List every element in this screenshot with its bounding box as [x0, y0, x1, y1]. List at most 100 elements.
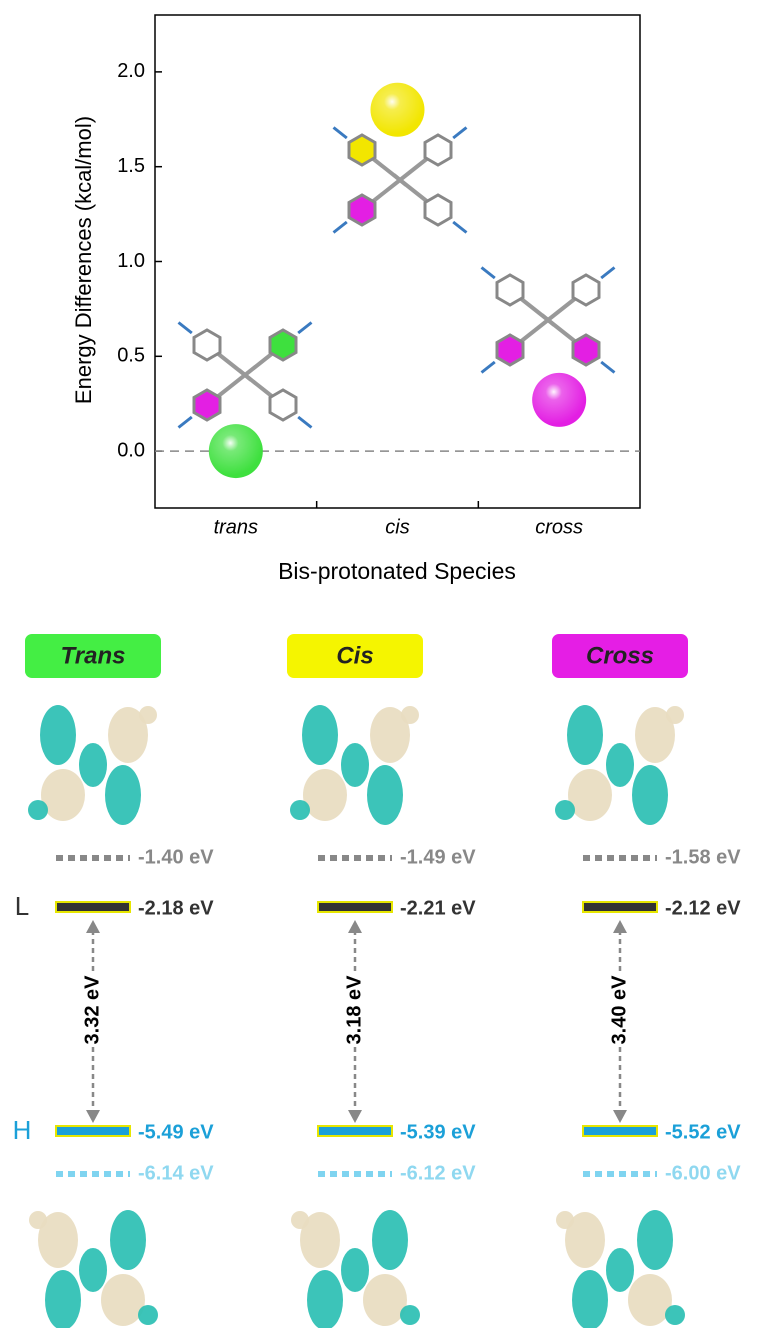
- ring: [349, 195, 375, 225]
- bond: [373, 159, 400, 180]
- lumo-energy: -2.21 eV: [400, 897, 476, 919]
- lumo-level: [318, 902, 392, 912]
- lumo-plus-1-energy: -1.58 eV: [665, 846, 741, 868]
- bond: [601, 362, 614, 373]
- orbital-lobe: [110, 1210, 146, 1270]
- y-tick-label: 1.5: [117, 155, 145, 177]
- highlight: [371, 83, 425, 137]
- orbital-lobe: [556, 1211, 574, 1229]
- arrow-head: [348, 1110, 362, 1123]
- ring: [497, 335, 523, 365]
- arrow-head: [613, 920, 627, 933]
- bond: [179, 417, 192, 428]
- y-tick-label: 0.0: [117, 439, 145, 461]
- panel-title: Trans: [61, 642, 126, 669]
- homo-minus-1-energy: -6.14 eV: [138, 1162, 214, 1184]
- orbital-lobe: [341, 743, 369, 787]
- orbital-lobe: [572, 1270, 608, 1328]
- bond: [482, 362, 495, 373]
- highlight: [532, 373, 586, 427]
- orbital-lobe: [632, 765, 668, 825]
- x-tick-label: cis: [385, 516, 409, 538]
- arrow-head: [348, 920, 362, 933]
- y-tick-label: 0.5: [117, 345, 145, 367]
- bond: [298, 417, 311, 428]
- bond: [334, 222, 347, 233]
- ring: [497, 275, 523, 305]
- bond: [601, 268, 614, 279]
- lumo-energy: -2.12 eV: [665, 897, 741, 919]
- bond: [400, 180, 427, 201]
- bond: [218, 354, 245, 375]
- orbital-lobe: [400, 1305, 420, 1325]
- bond: [179, 323, 192, 334]
- orbital-lobe: [303, 769, 347, 821]
- bond: [334, 128, 347, 139]
- homo-level: [318, 1126, 392, 1136]
- ring: [425, 135, 451, 165]
- bond: [521, 320, 548, 341]
- x-tick-label: cross: [535, 516, 583, 538]
- y-tick-label: 1.0: [117, 250, 145, 272]
- orbital-lobe: [28, 800, 48, 820]
- lumo-plus-1-energy: -1.40 eV: [138, 846, 214, 868]
- highlight: [209, 424, 263, 478]
- bond: [218, 375, 245, 396]
- homo-energy: -5.39 eV: [400, 1121, 476, 1143]
- ring: [270, 390, 296, 420]
- homo-label: H: [13, 1115, 32, 1145]
- x-axis-label: Bis-protonated Species: [278, 558, 516, 584]
- arrow-head: [613, 1110, 627, 1123]
- bond: [453, 222, 466, 233]
- orbital-lobe: [665, 1305, 685, 1325]
- orbital-lobe: [139, 706, 157, 724]
- bond: [400, 159, 427, 180]
- orbital-lobe: [637, 1210, 673, 1270]
- y-axis-label: Energy Differences (kcal/mol): [71, 116, 96, 404]
- homo-energy: -5.49 eV: [138, 1121, 214, 1143]
- orbital-lobe: [138, 1305, 158, 1325]
- orbital-lobe: [79, 1248, 107, 1292]
- orbital-lobe: [628, 1274, 672, 1326]
- lumo-level: [56, 902, 130, 912]
- homo-minus-1-energy: -6.00 eV: [665, 1162, 741, 1184]
- orbital-lobe: [40, 705, 76, 765]
- ring: [425, 195, 451, 225]
- orbital-lobe: [401, 706, 419, 724]
- orbital-lobe: [307, 1270, 343, 1328]
- homo-level: [56, 1126, 130, 1136]
- orbital-lobe: [568, 769, 612, 821]
- orbital-lobe: [41, 769, 85, 821]
- lumo-label: L: [15, 891, 29, 921]
- orbital-lobe: [29, 1211, 47, 1229]
- arrow-head: [86, 920, 100, 933]
- bond: [548, 299, 575, 320]
- bond: [245, 375, 272, 396]
- lumo-energy: -2.18 eV: [138, 897, 214, 919]
- figure: Energy Differences (kcal/mol) Bis-proton…: [0, 0, 770, 1328]
- ring: [573, 335, 599, 365]
- ring: [194, 390, 220, 420]
- lumo-plus-1-energy: -1.49 eV: [400, 846, 476, 868]
- bond: [453, 128, 466, 139]
- bond: [373, 180, 400, 201]
- ring: [194, 330, 220, 360]
- orbital-lobe: [363, 1274, 407, 1326]
- homo-level: [583, 1126, 657, 1136]
- orbital-lobe: [290, 800, 310, 820]
- ring: [349, 135, 375, 165]
- panel-title: Cis: [336, 642, 373, 669]
- bond: [521, 299, 548, 320]
- homo-minus-1-energy: -6.12 eV: [400, 1162, 476, 1184]
- bond: [298, 323, 311, 334]
- page: Energy Differences (kcal/mol) Bis-proton…: [0, 0, 770, 1328]
- orbital-lobe: [291, 1211, 309, 1229]
- orbital-lobe: [105, 765, 141, 825]
- orbital-lobe: [372, 1210, 408, 1270]
- panel-title: Cross: [586, 642, 654, 669]
- orbital-lobe: [79, 743, 107, 787]
- lumo-level: [583, 902, 657, 912]
- y-tick-label: 2.0: [117, 60, 145, 82]
- orbital-lobe: [302, 705, 338, 765]
- ring: [270, 330, 296, 360]
